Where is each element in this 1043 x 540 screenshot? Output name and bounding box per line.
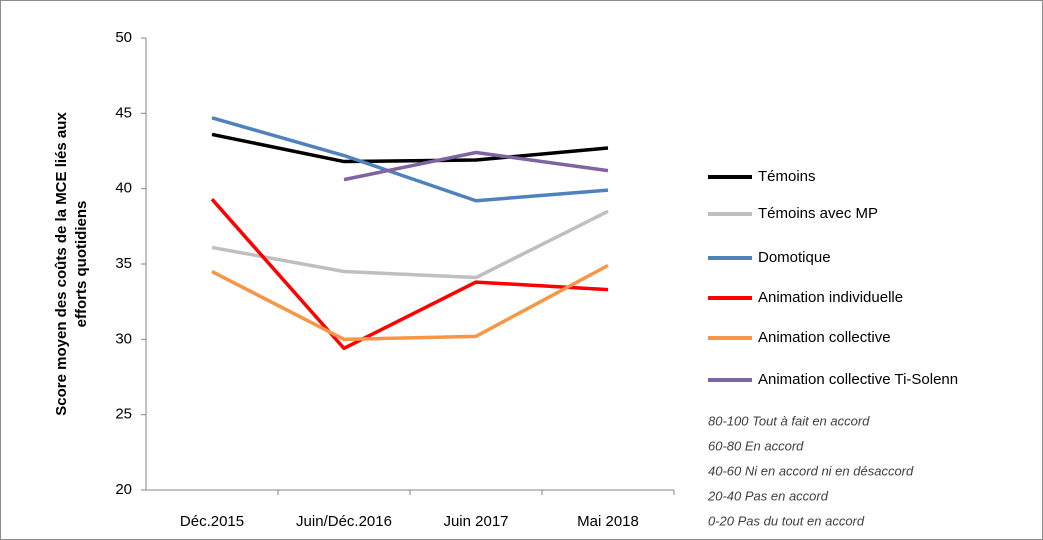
series-line: [211, 132, 609, 164]
x-tick-label: Juin/Déc.2016: [296, 513, 392, 530]
y-axis-label: Score moyen des coûts de la MCE liés aux: [53, 112, 70, 416]
y-tick-label: 30: [115, 330, 132, 347]
legend-label: Animation collective: [758, 329, 891, 346]
legend-label: Domotique: [758, 249, 831, 266]
series-line: [210, 198, 609, 351]
annotation: 20-40 Pas en accord: [707, 488, 829, 503]
annotation: 80-100 Tout à fait en accord: [708, 413, 870, 428]
annotation: 40-60 Ni en accord ni en désaccord: [708, 463, 914, 478]
series-line: [211, 116, 609, 203]
y-tick-label: 50: [115, 29, 132, 46]
legend-label: Témoins: [758, 168, 816, 185]
x-tick-label: Juin 2017: [443, 513, 508, 530]
legend-label: Témoins avec MP: [758, 205, 878, 222]
y-axis-label: efforts quotidiens: [73, 201, 90, 328]
y-tick-label: 45: [115, 104, 132, 121]
y-tick-label: 20: [115, 481, 132, 498]
annotation: 0-20 Pas du tout en accord: [708, 513, 865, 528]
x-tick-label: Mai 2018: [577, 513, 639, 530]
series-line: [343, 150, 609, 182]
y-tick-label: 25: [115, 406, 132, 423]
series-line: [211, 209, 609, 280]
annotation: 60-80 En accord: [708, 438, 804, 453]
y-tick-label: 40: [115, 180, 132, 197]
y-tick-label: 35: [115, 255, 132, 272]
legend-label: Animation collective Ti-Solenn: [758, 371, 958, 388]
series-line: [211, 263, 609, 342]
x-tick-label: Déc.2015: [180, 513, 244, 530]
legend-label: Animation individuelle: [758, 289, 903, 306]
